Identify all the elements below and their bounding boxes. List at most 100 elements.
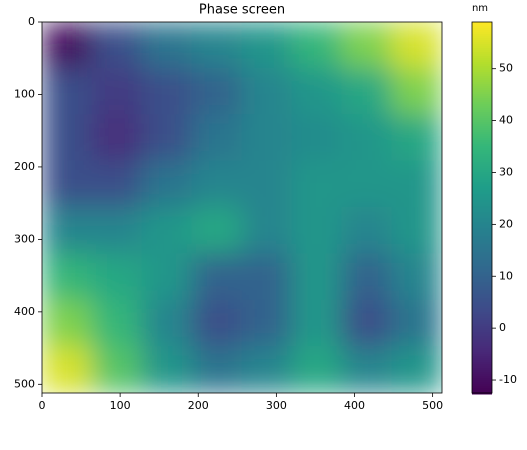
heatmap-cell (341, 114, 393, 162)
heatmap-cell (141, 299, 193, 348)
colorbar-swatch (472, 146, 492, 149)
heatmap-cell (191, 67, 243, 116)
colorbar-tick-label: 0 (499, 321, 506, 334)
colorbar-swatch (472, 352, 492, 355)
colorbar-swatch (472, 164, 492, 167)
colorbar-swatch (472, 348, 492, 351)
colorbar-swatch (472, 42, 492, 45)
colorbar-frame (471, 21, 493, 394)
colorbar-swatch (472, 336, 492, 339)
colorbar-swatch (472, 386, 492, 389)
colorbar-swatch (472, 196, 492, 199)
colorbar-tick-label: 10 (499, 269, 513, 282)
heatmap-cell (291, 67, 343, 116)
colorbar-swatch (472, 162, 492, 165)
heatmap-cell (391, 346, 442, 393)
heatmap-cell (341, 299, 393, 348)
colorbar-swatch (472, 98, 492, 101)
colorbar-swatch (472, 186, 492, 189)
heatmap-cell (341, 346, 393, 393)
colorbar-swatch (472, 142, 492, 145)
colorbar-swatch (472, 210, 492, 213)
colorbar-swatch (472, 204, 492, 207)
heatmap-cell (341, 22, 393, 69)
y-tick-label: 0 (28, 15, 35, 28)
colorbar-swatch (472, 282, 492, 285)
colorbar-swatch (472, 134, 492, 137)
colorbar-swatch (472, 266, 492, 269)
colorbar-swatch (472, 250, 492, 253)
heatmap-cell (291, 160, 343, 208)
colorbar-swatch (472, 380, 492, 383)
colorbar-swatch (472, 118, 492, 121)
colorbar-swatch (472, 360, 492, 363)
colorbar-swatch (472, 130, 492, 133)
heatmap-cell (42, 67, 93, 116)
colorbar-swatch (472, 156, 492, 159)
heatmap-cell (191, 22, 243, 69)
colorbar-swatch (472, 158, 492, 161)
colorbar-swatch (472, 76, 492, 79)
colorbar-swatch (472, 48, 492, 51)
colorbar-swatch (472, 132, 492, 135)
heatmap-cell (42, 207, 93, 255)
colorbar-swatch (472, 202, 492, 205)
colorbar-swatch (472, 378, 492, 381)
colorbar-swatch (472, 194, 492, 197)
colorbar-swatch (472, 44, 492, 47)
colorbar-swatch (472, 298, 492, 301)
colorbar-swatch (472, 88, 492, 91)
heatmap-cell (241, 299, 293, 348)
colorbar-swatch (472, 242, 492, 245)
colorbar-swatch (472, 308, 492, 311)
colorbar-swatch (472, 368, 492, 371)
colorbar (472, 22, 492, 395)
colorbar-swatch (472, 216, 492, 219)
heatmap-cell (291, 253, 343, 301)
x-tick-label: 0 (39, 399, 46, 412)
colorbar-tick-label: -10 (499, 373, 517, 386)
colorbar-swatch (472, 122, 492, 125)
colorbar-tick-label: 50 (499, 62, 513, 75)
colorbar-swatch (472, 166, 492, 169)
y-tick-label: 200 (14, 160, 35, 173)
heatmap-cell (241, 114, 293, 162)
colorbar-swatch (472, 32, 492, 35)
colorbar-swatch (472, 234, 492, 237)
heatmap-cell (341, 67, 393, 116)
colorbar-swatch (472, 50, 492, 53)
colorbar-swatch (472, 254, 492, 257)
heatmap-cell (91, 114, 143, 162)
colorbar-swatch (472, 384, 492, 387)
colorbar-swatch (472, 62, 492, 65)
colorbar-swatch (472, 54, 492, 57)
colorbar-swatch (472, 324, 492, 327)
colorbar-swatch (472, 350, 492, 353)
heatmap-cell (91, 22, 143, 69)
heatmap-cell (91, 346, 143, 393)
colorbar-tick-label: 30 (499, 165, 513, 178)
colorbar-swatch (472, 82, 492, 85)
colorbar-swatch (472, 268, 492, 271)
heatmap-cell (341, 207, 393, 255)
colorbar-swatch (472, 390, 492, 393)
colorbar-swatch (472, 26, 492, 29)
heatmap-cell (341, 253, 393, 301)
colorbar-swatch (472, 214, 492, 217)
heatmap-cell (391, 207, 442, 255)
colorbar-swatch (472, 96, 492, 99)
colorbar-swatch (472, 342, 492, 345)
colorbar-swatch (472, 68, 492, 71)
colorbar-swatch (472, 72, 492, 75)
colorbar-swatch (472, 90, 492, 93)
colorbar-swatch (472, 316, 492, 319)
colorbar-swatch (472, 100, 492, 103)
heatmap-cell (141, 207, 193, 255)
colorbar-swatch (472, 272, 492, 275)
colorbar-swatch (472, 70, 492, 73)
heatmap-cell (241, 253, 293, 301)
heatmap-cell (42, 253, 93, 301)
colorbar-swatch (472, 262, 492, 265)
colorbar-swatch (472, 274, 492, 277)
colorbar-swatch (472, 346, 492, 349)
